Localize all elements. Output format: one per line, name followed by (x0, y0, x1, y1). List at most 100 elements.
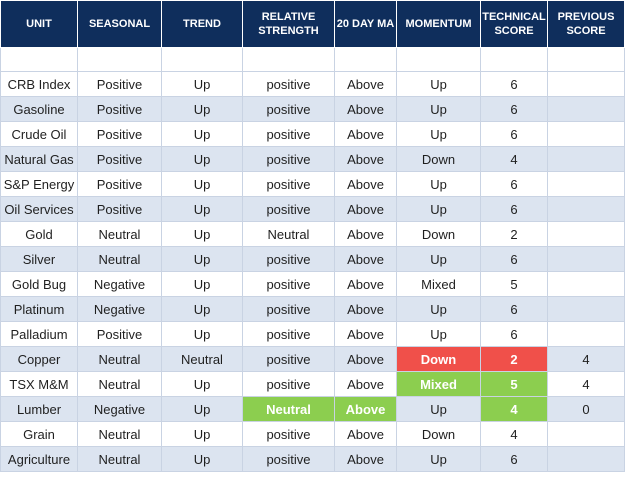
cell-trend: Up (161, 171, 243, 197)
table-row: Gold Bug Negative Up positive Above Mixed 5 (0, 271, 625, 297)
cell-previous-score (547, 171, 625, 197)
cell-relative-strength: Neutral (242, 221, 335, 247)
cell-momentum: Down (396, 146, 481, 172)
cell-seasonal: Neutral (77, 371, 162, 397)
cell-20-day-ma: Above (334, 171, 397, 197)
cell-previous-score (547, 271, 625, 297)
cell-previous-score: 0 (547, 396, 625, 422)
cell-momentum: Mixed (396, 371, 481, 397)
cell-seasonal: Negative (77, 271, 162, 297)
table-row: Palladium Positive Up positive Above Up 6 (0, 321, 625, 347)
cell-unit: Oil Services (0, 196, 78, 222)
cell-20-day-ma: Above (334, 396, 397, 422)
cell-unit: Grain (0, 421, 78, 447)
spacer-row (0, 47, 625, 72)
cell-seasonal: Positive (77, 196, 162, 222)
cell-previous-score (547, 296, 625, 322)
cell-momentum: Up (396, 171, 481, 197)
cell-previous-score: 4 (547, 346, 625, 372)
col-header-20-day-ma: 20 DAY MA (334, 0, 397, 48)
cell-momentum: Up (396, 96, 481, 122)
cell-20-day-ma: Above (334, 96, 397, 122)
cell-trend: Neutral (161, 346, 243, 372)
cell-20-day-ma: Above (334, 371, 397, 397)
cell-relative-strength: positive (242, 146, 335, 172)
cell-relative-strength: positive (242, 171, 335, 197)
table-row: Gasoline Positive Up positive Above Up 6 (0, 96, 625, 122)
cell-previous-score (547, 446, 625, 472)
cell-seasonal: Negative (77, 296, 162, 322)
cell-previous-score (547, 121, 625, 147)
cell-momentum: Up (396, 121, 481, 147)
cell-unit: Platinum (0, 296, 78, 322)
table-row: CRB Index Positive Up positive Above Up 6 (0, 71, 625, 97)
cell-momentum: Up (396, 321, 481, 347)
header-row: UNIT SEASONAL TREND RELATIVE STRENGTH 20… (0, 0, 625, 48)
cell-seasonal: Neutral (77, 421, 162, 447)
cell-20-day-ma: Above (334, 71, 397, 97)
cell-technical-score: 2 (480, 346, 548, 372)
cell-20-day-ma: Above (334, 296, 397, 322)
cell-technical-score: 5 (480, 371, 548, 397)
cell-relative-strength: positive (242, 96, 335, 122)
cell-seasonal: Positive (77, 121, 162, 147)
col-header-previous-score: PREVIOUS SCORE (547, 0, 625, 48)
col-header-momentum: MOMENTUM (396, 0, 481, 48)
cell-technical-score: 6 (480, 71, 548, 97)
cell-relative-strength: positive (242, 371, 335, 397)
cell-technical-score: 4 (480, 396, 548, 422)
table-row: S&P Energy Positive Up positive Above Up 6 (0, 171, 625, 197)
cell-relative-strength: Neutral (242, 396, 335, 422)
cell-unit: Silver (0, 246, 78, 272)
cell-momentum: Up (396, 396, 481, 422)
table-row: Silver Neutral Up positive Above Up 6 (0, 246, 625, 272)
cell-technical-score: 2 (480, 221, 548, 247)
cell-technical-score: 6 (480, 96, 548, 122)
table-row: Agriculture Neutral Up positive Above Up 6 (0, 446, 625, 472)
cell-unit: Gold (0, 221, 78, 247)
cell-technical-score: 4 (480, 146, 548, 172)
cell-momentum: Down (396, 346, 481, 372)
cell-technical-score: 6 (480, 446, 548, 472)
cell-technical-score: 6 (480, 246, 548, 272)
cell-technical-score: 6 (480, 196, 548, 222)
cell-20-day-ma: Above (334, 446, 397, 472)
cell-trend: Up (161, 146, 243, 172)
cell-unit: TSX M&M (0, 371, 78, 397)
cell-20-day-ma: Above (334, 346, 397, 372)
cell-technical-score: 6 (480, 121, 548, 147)
cell-relative-strength: positive (242, 321, 335, 347)
cell-20-day-ma: Above (334, 246, 397, 272)
cell-previous-score (547, 246, 625, 272)
table-row: Lumber Negative Up Neutral Above Up 4 0 (0, 396, 625, 422)
table-row: Crude Oil Positive Up positive Above Up 6 (0, 121, 625, 147)
cell-relative-strength: positive (242, 446, 335, 472)
cell-20-day-ma: Above (334, 196, 397, 222)
table-row: Oil Services Positive Up positive Above Up 6 (0, 196, 625, 222)
cell-seasonal: Positive (77, 146, 162, 172)
table-row: Platinum Negative Up positive Above Up 6 (0, 296, 625, 322)
cell-unit: Natural Gas (0, 146, 78, 172)
cell-technical-score: 6 (480, 171, 548, 197)
cell-relative-strength: positive (242, 71, 335, 97)
cell-trend: Up (161, 421, 243, 447)
cell-trend: Up (161, 321, 243, 347)
col-header-unit: UNIT (0, 0, 78, 48)
cell-trend: Up (161, 446, 243, 472)
cell-momentum: Down (396, 221, 481, 247)
cell-momentum: Up (396, 196, 481, 222)
cell-unit: Copper (0, 346, 78, 372)
cell-seasonal: Neutral (77, 246, 162, 272)
cell-previous-score (547, 321, 625, 347)
cell-technical-score: 6 (480, 296, 548, 322)
cell-unit: Crude Oil (0, 121, 78, 147)
col-header-technical-score: TECHNICAL SCORE (480, 0, 548, 48)
cell-previous-score (547, 71, 625, 97)
cell-previous-score (547, 96, 625, 122)
table-row: Copper Neutral Neutral positive Above Down 2 4 (0, 346, 625, 372)
cell-trend: Up (161, 121, 243, 147)
cell-previous-score (547, 146, 625, 172)
cell-relative-strength: positive (242, 121, 335, 147)
cell-momentum: Up (396, 446, 481, 472)
col-header-trend: TREND (161, 0, 243, 48)
